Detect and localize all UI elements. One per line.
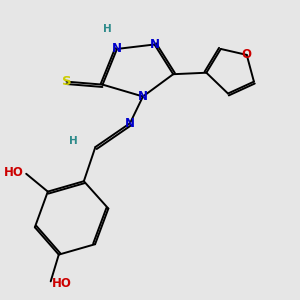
Text: H: H — [103, 24, 111, 34]
Text: N: N — [138, 90, 148, 103]
Text: HO: HO — [4, 166, 24, 179]
Text: HO: HO — [52, 277, 72, 290]
Text: N: N — [149, 38, 160, 51]
Text: O: O — [242, 48, 252, 62]
Text: N: N — [112, 42, 122, 56]
Text: S: S — [62, 75, 71, 88]
Text: H: H — [69, 136, 78, 146]
Text: N: N — [125, 117, 135, 130]
